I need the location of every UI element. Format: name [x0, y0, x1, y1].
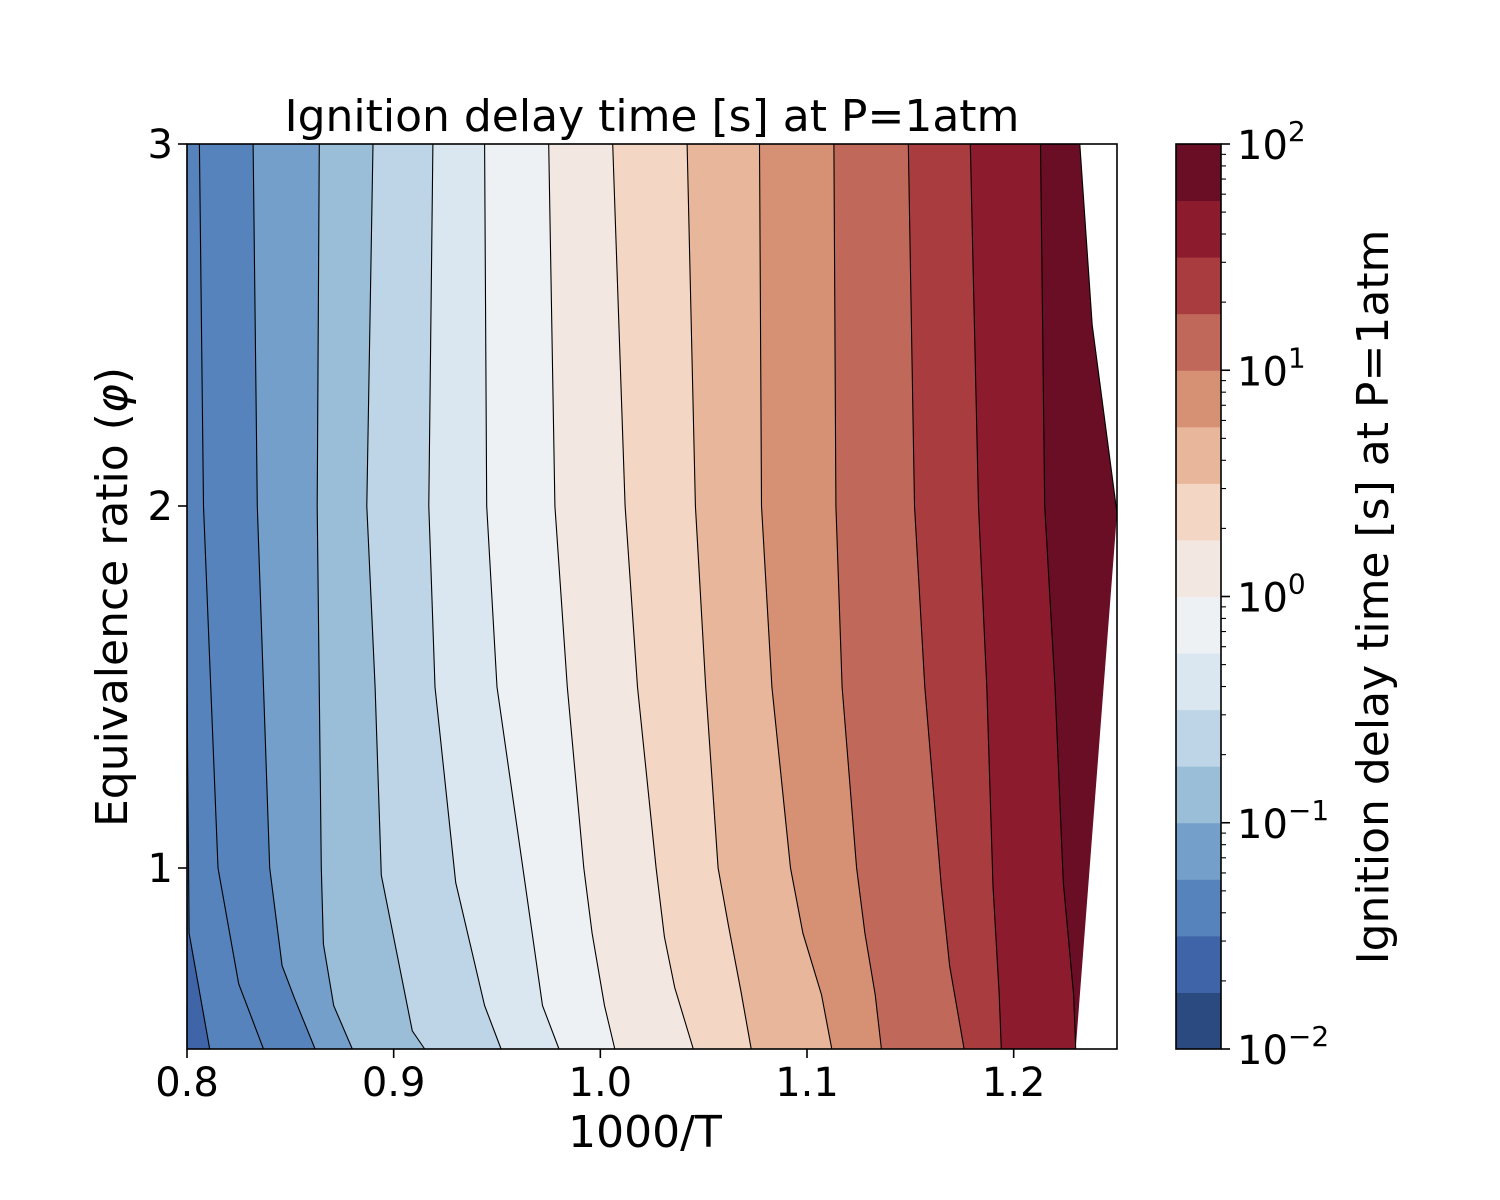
colorbar-tick-base: 10 [1237, 576, 1288, 622]
contour-line [252, 143, 316, 1050]
x-tick-label: 0.9 [362, 1060, 426, 1106]
contour-band [484, 144, 615, 1049]
contour-line [1079, 143, 1118, 514]
y-axis-label: Equivalence ratio (φ) [87, 367, 138, 827]
contour-line [612, 143, 694, 1050]
colorbar-tick-base: 10 [1237, 349, 1288, 395]
colorbar-segment [1176, 879, 1221, 937]
contour-line [833, 143, 882, 1050]
contour-line [907, 143, 965, 1050]
colorbar [1176, 144, 1221, 1050]
contour-fills [187, 144, 1117, 1049]
chart-title: Ignition delay time [s] at P=1atm [285, 91, 1020, 142]
contour-band [687, 144, 832, 1049]
x-axis-label: 1000/T [568, 1107, 722, 1158]
colorbar-segment [1176, 426, 1221, 484]
y-axis: 1 2 3 [148, 122, 187, 892]
y-tick-label: 3 [148, 122, 173, 168]
contour-line [366, 143, 426, 1050]
colorbar-tick-exponent: −1 [1288, 794, 1329, 827]
contour-lines [186, 143, 1118, 1050]
contour-band [187, 878, 210, 1049]
colorbar-segment [1176, 766, 1221, 824]
contour-band [548, 144, 694, 1049]
colorbar-tick-base: 10 [1237, 123, 1288, 169]
colorbar-tick-exponent: 1 [1288, 341, 1306, 374]
colorbar-segment [1176, 539, 1221, 597]
colorbar-segment [1176, 144, 1221, 202]
contour-line [1039, 143, 1077, 1050]
x-tick-label: 1.2 [982, 1060, 1046, 1106]
contour-band [833, 144, 965, 1049]
contour-line [484, 143, 560, 1050]
x-tick-label: 0.8 [155, 1060, 219, 1106]
x-axis: 0.8 0.9 1.0 1.1 1.2 [155, 1049, 1045, 1106]
colorbar-segment [1176, 200, 1221, 258]
contour-band [759, 144, 882, 1049]
y-axis-label-text: Equivalence ratio ( [87, 413, 138, 827]
x-tick-label: 1.0 [569, 1060, 633, 1106]
colorbar-segment [1176, 653, 1221, 711]
contour-line [198, 143, 265, 1050]
colorbar-segment [1176, 822, 1221, 880]
contour-band-overrange [1079, 144, 1117, 514]
colorbar-tick-label: 10−1 [1237, 794, 1329, 848]
colorbar-segment [1176, 313, 1221, 371]
contour-band [970, 144, 1076, 1049]
contour-line [428, 143, 502, 1050]
contour-line [969, 143, 1002, 1050]
colorbar-tick-exponent: 2 [1288, 115, 1306, 148]
plot-frame [186, 143, 1118, 1050]
contour-band [253, 144, 353, 1049]
contour-line [758, 143, 833, 1050]
colorbar-tick-label: 100 [1237, 568, 1306, 622]
contour-band [317, 144, 425, 1049]
contour-band [612, 144, 752, 1049]
colorbar-segment [1176, 709, 1221, 767]
colorbar-tick-base: 10 [1237, 1028, 1288, 1074]
colorbar-segment [1176, 935, 1221, 993]
contour-line [686, 143, 752, 1050]
colorbar-tick-exponent: −2 [1288, 1020, 1329, 1053]
colorbar-tick-label: 10−2 [1237, 1020, 1329, 1074]
colorbar-tick-label: 101 [1237, 341, 1306, 395]
colorbar-segment [1176, 596, 1221, 654]
contour-band [428, 144, 559, 1049]
contour-band [366, 144, 502, 1049]
colorbar-label: Ignition delay time [s] at P=1atm [1348, 230, 1399, 965]
y-axis-label-close: ) [87, 367, 138, 384]
y-tick-label: 1 [148, 846, 173, 892]
colorbar-segment [1176, 257, 1221, 315]
colorbar-tick-base: 10 [1237, 802, 1288, 848]
y-tick-label: 2 [148, 484, 173, 530]
phi-symbol: φ [87, 384, 138, 413]
contour-line [548, 143, 616, 1050]
contour-line [316, 143, 353, 1050]
colorbar-segment [1176, 992, 1221, 1050]
colorbar-tick-label: 102 [1237, 115, 1306, 169]
contour-band [187, 144, 316, 1049]
colorbar-segment [1176, 370, 1221, 428]
contour-band [908, 144, 1002, 1049]
colorbar-tick-exponent: 0 [1288, 568, 1306, 601]
colorbar-segment [1176, 483, 1221, 541]
x-tick-label: 1.1 [775, 1060, 839, 1106]
